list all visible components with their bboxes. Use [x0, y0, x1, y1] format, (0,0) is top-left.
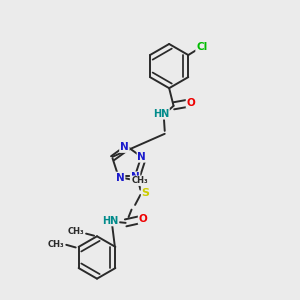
Text: O: O	[139, 214, 147, 224]
Text: HN: HN	[153, 109, 169, 119]
Text: N: N	[137, 152, 146, 162]
Text: O: O	[187, 98, 195, 108]
Text: HN: HN	[102, 215, 119, 226]
Text: N: N	[131, 172, 140, 182]
Text: S: S	[142, 188, 150, 198]
Text: CH₃: CH₃	[67, 227, 84, 236]
Text: CH₃: CH₃	[47, 240, 64, 249]
Text: N: N	[120, 142, 129, 152]
Text: N: N	[116, 172, 124, 182]
Text: Cl: Cl	[196, 42, 207, 52]
Text: CH₃: CH₃	[132, 176, 148, 185]
